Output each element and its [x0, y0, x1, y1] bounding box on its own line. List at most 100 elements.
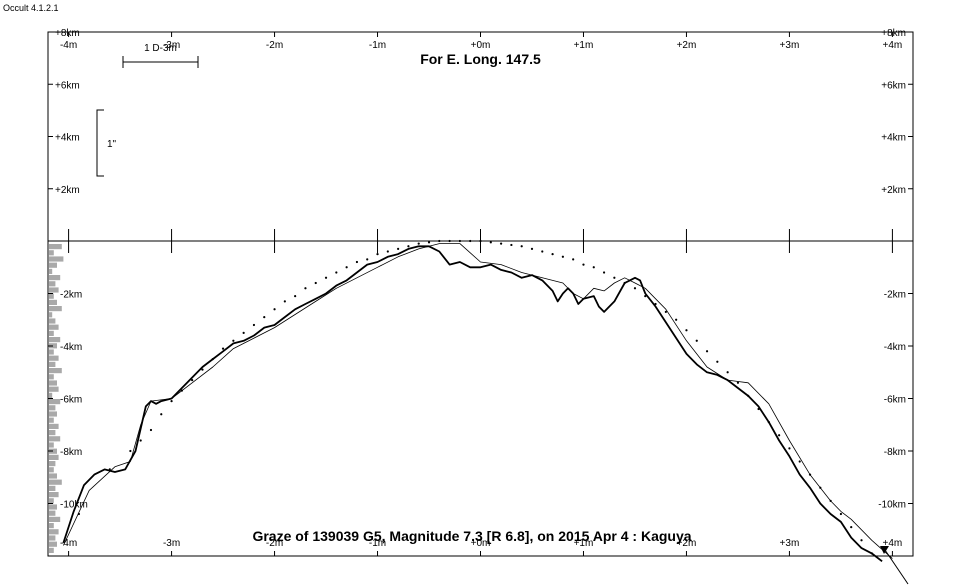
y-tick-label-lower-left: -8km	[60, 447, 82, 458]
histogram-bar	[49, 287, 59, 293]
prediction-dot	[180, 389, 183, 392]
x-tick-label-bottom: -1m	[369, 538, 386, 549]
prediction-dot	[582, 263, 585, 266]
prediction-dot	[77, 512, 80, 516]
x-tick-label-top: -2m	[266, 40, 283, 51]
x-tick-label-top: -1m	[369, 40, 386, 51]
pointer-arrowhead	[880, 546, 889, 554]
prediction-dot	[788, 447, 791, 450]
prediction-dot	[201, 368, 204, 371]
x-tick-label-top: +2m	[677, 40, 697, 51]
histogram-bar	[49, 306, 62, 312]
prediction-dot	[613, 276, 616, 279]
y-tick-label-lower-left: -10km	[60, 500, 88, 511]
x-tick-label-bottom: +2m	[677, 538, 697, 549]
histogram-bar	[49, 268, 53, 274]
prediction-dot	[644, 295, 647, 298]
x-tick-label-bottom: -4m	[60, 538, 77, 549]
histogram-bar	[49, 349, 54, 355]
prediction-dot	[273, 308, 276, 311]
histogram-bar	[49, 405, 56, 411]
y-tick-label-upper-right: +8km	[881, 28, 906, 39]
histogram-bar	[49, 318, 56, 324]
chart-subtitle: For E. Long. 147.5	[420, 51, 541, 67]
histogram-bar	[49, 498, 54, 504]
prediction-dot	[232, 339, 235, 342]
prediction-dot	[654, 302, 657, 306]
histogram-bar	[49, 380, 57, 386]
prediction-dot	[798, 460, 801, 463]
histogram-bar	[49, 492, 59, 498]
prediction-dot	[633, 287, 637, 290]
x-tick-label-bottom: -3m	[163, 538, 180, 549]
x-tick-label-bottom: +1m	[574, 538, 594, 549]
x-tick-label-top: -3m	[163, 40, 180, 51]
prediction-dot	[160, 413, 163, 416]
y-tick-label-lower-left: -2km	[60, 290, 82, 301]
prediction-dot	[263, 316, 266, 319]
prediction-dot	[438, 239, 441, 243]
prediction-dot	[417, 242, 420, 245]
prediction-dot	[397, 247, 400, 250]
prediction-dot	[726, 371, 729, 374]
prediction-dot	[448, 239, 451, 243]
prediction-dot	[860, 539, 863, 542]
prediction-dot	[139, 439, 142, 442]
histogram-bar	[49, 386, 59, 392]
prediction-dot	[675, 318, 678, 321]
x-tick-label-top: +0m	[471, 40, 491, 51]
prediction-dot	[366, 258, 369, 261]
y-tick-label-upper-right: +6km	[881, 80, 906, 91]
prediction-dot	[510, 243, 513, 247]
histogram-bar	[49, 275, 61, 281]
x-tick-label-top: +4m	[883, 40, 903, 51]
prediction-dot	[407, 245, 410, 248]
histogram-bar	[49, 299, 57, 305]
chart-title: Graze of 139039 G5, Magnitude 7.3 [R 6.8…	[252, 528, 691, 544]
histogram-bar	[49, 467, 54, 473]
prediction-dot	[427, 241, 431, 244]
y-tick-label-lower-right: -4km	[884, 342, 906, 353]
prediction-dot	[294, 295, 297, 298]
histogram-bar	[49, 535, 56, 541]
prediction-dot	[283, 300, 286, 303]
prediction-dot	[489, 241, 492, 244]
histogram-bar	[49, 529, 59, 535]
prediction-dot	[252, 323, 256, 327]
prediction-dot	[808, 473, 812, 476]
histogram-bar	[49, 399, 61, 405]
prediction-dot	[819, 486, 822, 489]
histogram-bar	[49, 442, 54, 448]
prediction-dot	[108, 468, 111, 471]
scale-bar-label: 1 D-3m	[144, 43, 177, 54]
histogram-bar	[49, 504, 57, 510]
x-tick-label-top: -4m	[60, 40, 77, 51]
prediction-dot	[541, 250, 544, 253]
histogram-bar	[49, 361, 56, 367]
prediction-dot	[149, 428, 153, 432]
prediction-dot	[757, 407, 760, 411]
prediction-dot	[736, 381, 740, 384]
histogram-bar	[49, 337, 61, 343]
prediction-dot	[705, 350, 709, 353]
prediction-dot	[324, 276, 328, 279]
histogram-bar	[49, 485, 56, 491]
prediction-dot	[572, 258, 575, 261]
limb-profile-smoothed-line	[63, 243, 893, 559]
histogram-bar	[49, 516, 61, 522]
histogram-bar	[49, 312, 53, 318]
prediction-dot	[747, 394, 750, 397]
histogram-bar	[49, 330, 54, 336]
histogram-bar	[49, 293, 54, 299]
prediction-dot	[376, 253, 379, 256]
prediction-dot	[304, 287, 307, 290]
histogram-bar	[49, 473, 57, 479]
histogram-bar	[49, 523, 54, 529]
prediction-dot	[561, 255, 564, 258]
y-tick-label-lower-left: -4km	[60, 342, 82, 353]
prediction-dot	[469, 239, 472, 243]
prediction-dot	[386, 250, 389, 253]
histogram-bar	[49, 454, 59, 460]
prediction-dot	[242, 331, 245, 334]
